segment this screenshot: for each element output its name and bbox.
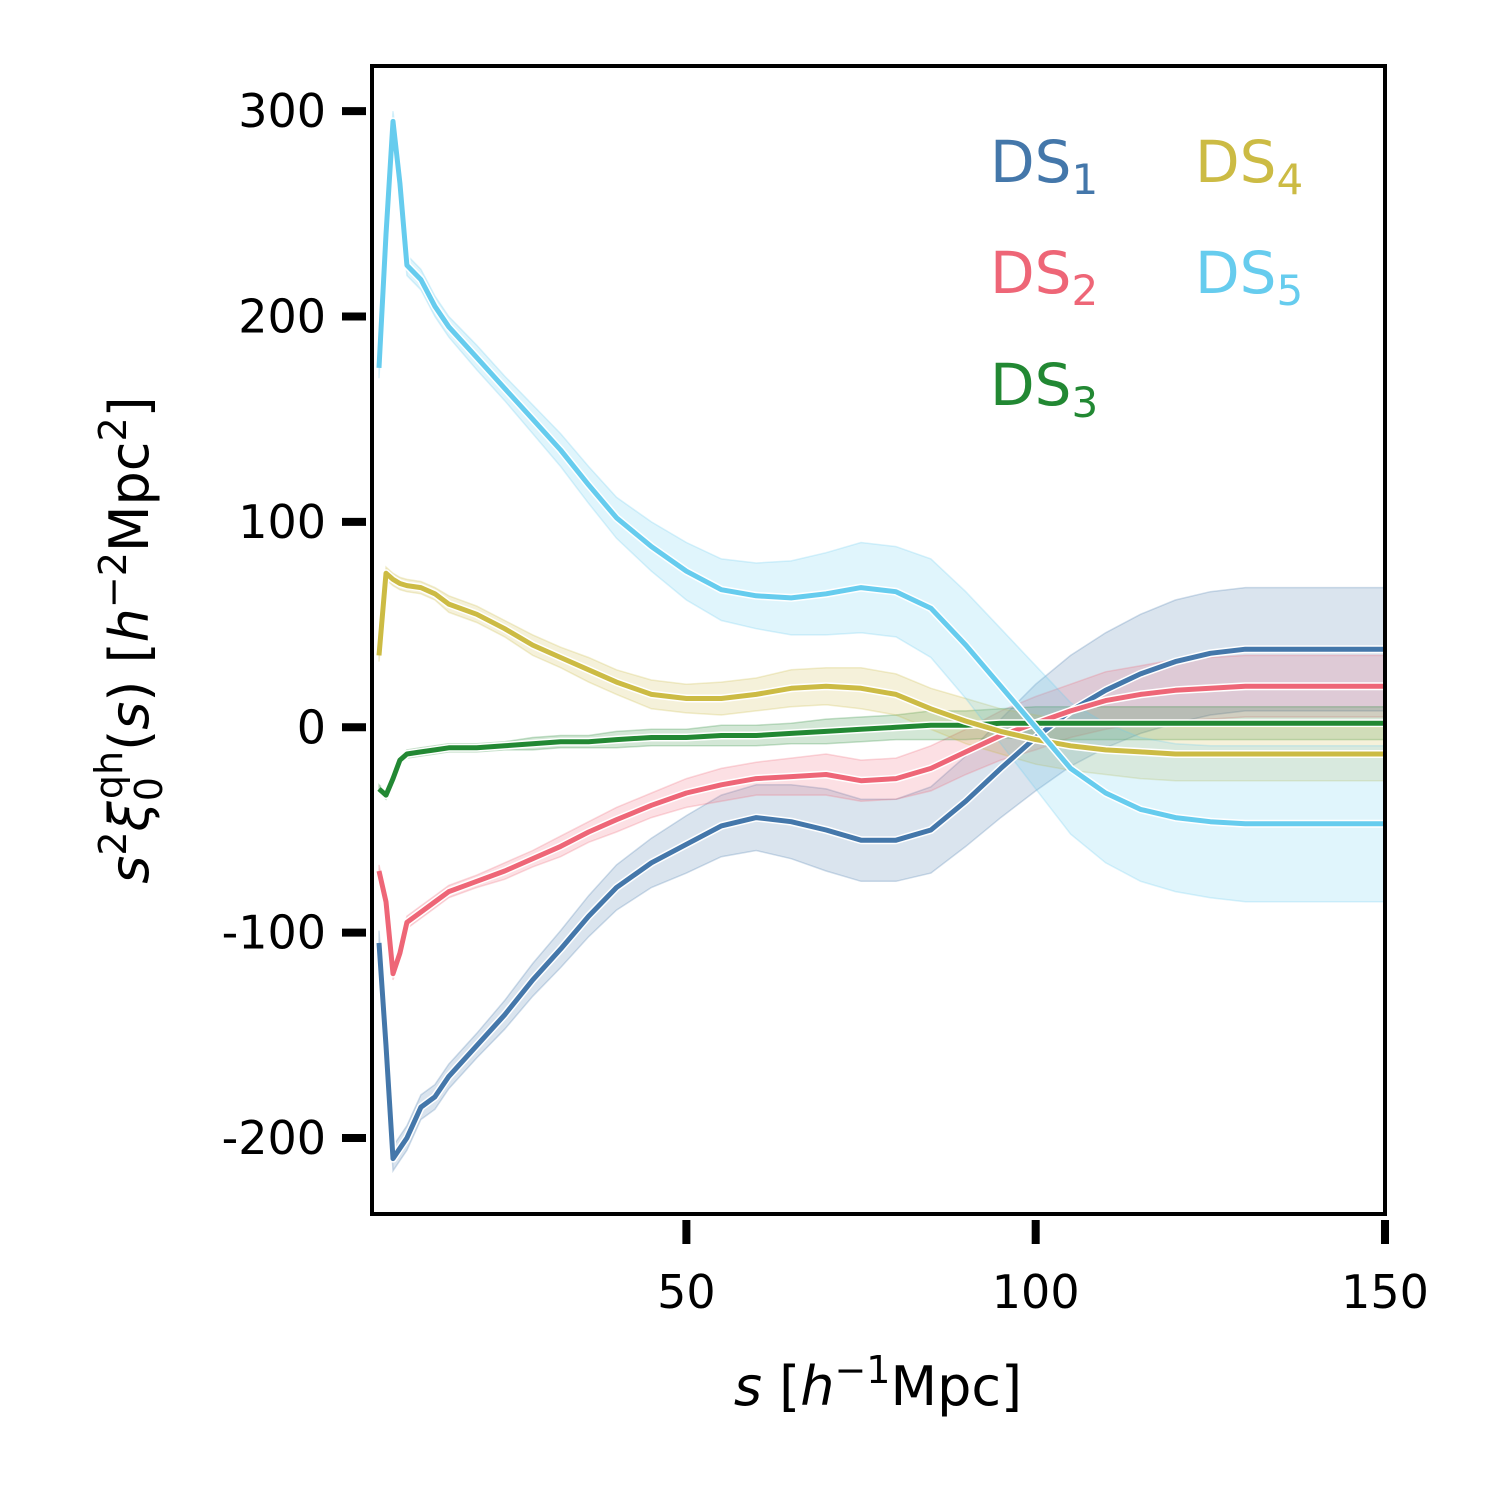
y-axis-ticks: 300 200 100 0 -100 -200 [222,84,366,1165]
plot-frame [370,64,1387,1216]
x-tick-label: 50 [657,1265,716,1319]
series-line-ds2 [376,683,1385,977]
series-lines [375,117,1385,1163]
legend-entry-ds3: DS3 [990,351,1098,427]
legend-entry-ds5: DS5 [1195,239,1303,315]
x-tick-label: 100 [992,1265,1080,1319]
legend-entry-ds1: DS1 [990,128,1098,204]
y-tick-label: 200 [238,290,326,344]
series-line-ds4 [376,570,1385,757]
series-line-ds5 [376,118,1385,827]
x-tick-label: 150 [1341,1265,1429,1319]
legend-entry-ds4: DS4 [1195,128,1303,204]
series-line-ds1 [376,646,1385,1162]
legend-entry-ds2: DS2 [990,239,1098,315]
y-axis-label: s2ξ0qh(s) [h−2Mpc2] [87,396,171,883]
series-line-ds3 [377,720,1385,798]
x-axis-ticks: 50 100 150 [657,1220,1429,1319]
y-tick-label: -100 [222,906,326,960]
legend: DS1 DS2 DS3 DS4 DS5 [990,128,1303,427]
y-tick-label: -200 [222,1111,326,1165]
y-tick-label: 100 [238,495,326,549]
y-tick-label: 0 [297,700,326,754]
x-axis-label: s [h−1Mpc] [734,1348,1022,1418]
y-tick-label: 300 [238,84,326,138]
